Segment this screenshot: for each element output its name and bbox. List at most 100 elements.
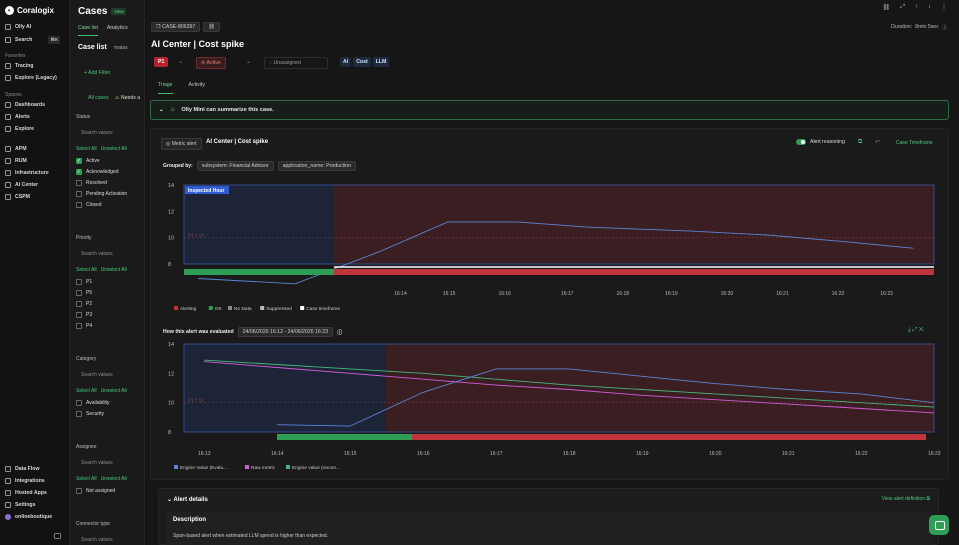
select-all-link[interactable]: Select All xyxy=(76,388,97,394)
select-all-link[interactable]: Select All xyxy=(76,146,97,152)
quick-tab-needs-attention[interactable]: ⚠ Needs a xyxy=(114,95,141,101)
select-all-link[interactable]: Select All xyxy=(76,476,97,482)
checkbox[interactable] xyxy=(76,279,82,285)
checkbox[interactable] xyxy=(76,191,82,197)
checkbox[interactable] xyxy=(76,312,82,318)
tab-analytics[interactable]: Analytics xyxy=(106,25,128,31)
select-all-link[interactable]: Select All xyxy=(76,267,97,273)
filter-option[interactable]: Availability xyxy=(76,400,110,406)
case-timeframe-button[interactable]: Case Timeframe xyxy=(896,140,933,146)
filter-option[interactable]: P2 xyxy=(76,301,92,307)
checkbox[interactable] xyxy=(76,180,82,186)
checkbox[interactable] xyxy=(76,488,82,494)
x-tick-label: 16:19 xyxy=(636,451,649,457)
nav-item-rum[interactable]: RUM xyxy=(5,158,27,164)
nav-item-explore[interactable]: Explore xyxy=(5,126,34,132)
nav-item-integrations[interactable]: Integrations xyxy=(5,478,45,484)
tag-cost[interactable]: Cost xyxy=(353,57,371,67)
nav-item-hosted-apps[interactable]: Hosted Apps xyxy=(5,490,47,496)
alert-details-heading[interactable]: ⌄ Alert details xyxy=(167,497,208,503)
priority-badge[interactable]: P1 xyxy=(154,57,169,67)
nav-item-explore-legacy[interactable]: Explore (Legacy) xyxy=(5,75,57,81)
nav-item-settings[interactable]: Settings xyxy=(5,502,35,508)
filter-option[interactable]: ✓ Active xyxy=(76,158,100,164)
quick-tab-all-cases[interactable]: All cases xyxy=(88,95,109,101)
checkbox[interactable] xyxy=(76,323,82,329)
status-badge[interactable]: ⊘ Active xyxy=(196,57,226,69)
filter-option[interactable]: ✓ Acknowledged xyxy=(76,169,119,175)
checkbox[interactable] xyxy=(76,290,82,296)
filter-option[interactable]: P4 xyxy=(76,323,92,329)
tab-triage[interactable]: Triage xyxy=(158,82,173,94)
case-id[interactable]: ❐ CASE-806397 xyxy=(151,22,201,32)
add-filter-button[interactable]: + Add Filter xyxy=(84,70,111,76)
chat-support-button[interactable] xyxy=(929,515,949,535)
expand-icon[interactable]: ⤢ xyxy=(900,4,905,10)
nav-item-apm[interactable]: APM xyxy=(5,146,27,152)
alert-circle-icon: ⊘ xyxy=(201,60,206,66)
close-icon[interactable]: ✕ xyxy=(918,327,924,333)
unselect-all-link[interactable]: Unselect All xyxy=(100,388,127,394)
legend-label: Alerting xyxy=(180,306,197,312)
arrow-up-icon[interactable]: ↑ xyxy=(915,4,918,10)
nav-item-infrastructure[interactable]: Infrastructure xyxy=(5,170,49,176)
nav-item-tracing[interactable]: Tracing xyxy=(5,63,33,69)
info-icon[interactable]: ⓘ xyxy=(941,25,947,31)
filter-option[interactable]: Security xyxy=(76,411,104,417)
assignee-select[interactable]: ◌ Unassigned xyxy=(264,57,328,69)
link-icon[interactable]: ⛓ xyxy=(882,5,891,11)
checkbox[interactable] xyxy=(76,301,82,307)
chevron-down-icon[interactable]: ⌄ xyxy=(246,59,252,65)
filter-option[interactable]: Resolved xyxy=(76,180,107,186)
reasoning-switch[interactable] xyxy=(796,139,806,145)
checkbox[interactable] xyxy=(76,400,82,406)
brand-logo[interactable]: ◐ Coralogix xyxy=(5,6,54,15)
tag-ai[interactable]: AI xyxy=(340,57,352,67)
nav-item-account[interactable]: onlineboutique xyxy=(5,514,52,520)
undo-icon[interactable]: ↶ xyxy=(875,140,881,146)
download-icon[interactable]: ⤓ xyxy=(908,327,911,333)
tab-case-list[interactable]: Case list xyxy=(78,25,98,36)
tag-llm[interactable]: LLM xyxy=(372,57,390,67)
share-link-button[interactable]: ⛓ xyxy=(203,22,220,32)
alert-reasoning-toggle[interactable]: Alert reasoning xyxy=(796,139,845,145)
unselect-all-link[interactable]: Unselect All xyxy=(100,146,127,152)
filter-option[interactable]: Closed xyxy=(76,202,102,208)
case-list-scope[interactable]: matas xyxy=(114,45,128,51)
checkbox[interactable]: ✓ xyxy=(76,169,82,175)
nav-item-ai-center[interactable]: AI Center xyxy=(5,182,38,188)
nav-item-cspm[interactable]: CSPM xyxy=(5,194,30,200)
unselect-all-link[interactable]: Unselect All xyxy=(100,476,127,482)
nav-item-data-flow[interactable]: Data Flow xyxy=(5,466,40,472)
unselect-all-link[interactable]: Unselect All xyxy=(100,267,127,273)
filter-search-input[interactable]: Search values xyxy=(81,537,113,543)
filter-select-controls: Select All Unselect All xyxy=(76,476,127,482)
olly-summary-banner[interactable]: ⌄ ☺ Olly Mini can summarize this case. xyxy=(150,100,949,120)
filter-option[interactable]: Not assigned xyxy=(76,488,115,494)
nav-item-olly-ai[interactable]: Olly AI xyxy=(5,24,31,30)
search-shortcut: ⌘K xyxy=(48,36,61,44)
filter-search-input[interactable]: Search values xyxy=(81,130,113,136)
view-alert-definition-link[interactable]: View alert definition ⧉ xyxy=(881,496,930,502)
chevron-down-icon[interactable]: ⌄ xyxy=(178,59,184,65)
filter-option[interactable]: P3 xyxy=(76,312,92,318)
nav-item-search[interactable]: Search ⌘K xyxy=(5,36,61,44)
filter-option[interactable]: P5 xyxy=(76,290,92,296)
chart-icon[interactable]: ⧉ xyxy=(858,139,863,145)
checkbox[interactable] xyxy=(76,411,82,417)
more-icon[interactable]: ⋮ xyxy=(941,5,947,11)
checkbox[interactable] xyxy=(76,202,82,208)
checkbox[interactable]: ✓ xyxy=(76,158,82,164)
tab-activity[interactable]: Activity xyxy=(188,82,205,88)
filter-search-input[interactable]: Search values xyxy=(81,372,113,378)
filter-option[interactable]: P1 xyxy=(76,279,92,285)
collapse-nav-icon[interactable] xyxy=(54,533,61,539)
filter-option[interactable]: Pending Activation xyxy=(76,191,127,197)
arrow-down-icon[interactable]: ↓ xyxy=(928,4,931,10)
nav-item-alerts[interactable]: Alerts xyxy=(5,114,30,120)
info-icon[interactable]: ⓘ xyxy=(337,329,343,336)
filter-search-input[interactable]: Search values xyxy=(81,251,113,257)
filter-search-input[interactable]: Search values xyxy=(81,460,113,466)
fullscreen-icon[interactable]: ⤢ xyxy=(912,327,918,333)
nav-item-dashboards[interactable]: Dashboards xyxy=(5,102,45,108)
